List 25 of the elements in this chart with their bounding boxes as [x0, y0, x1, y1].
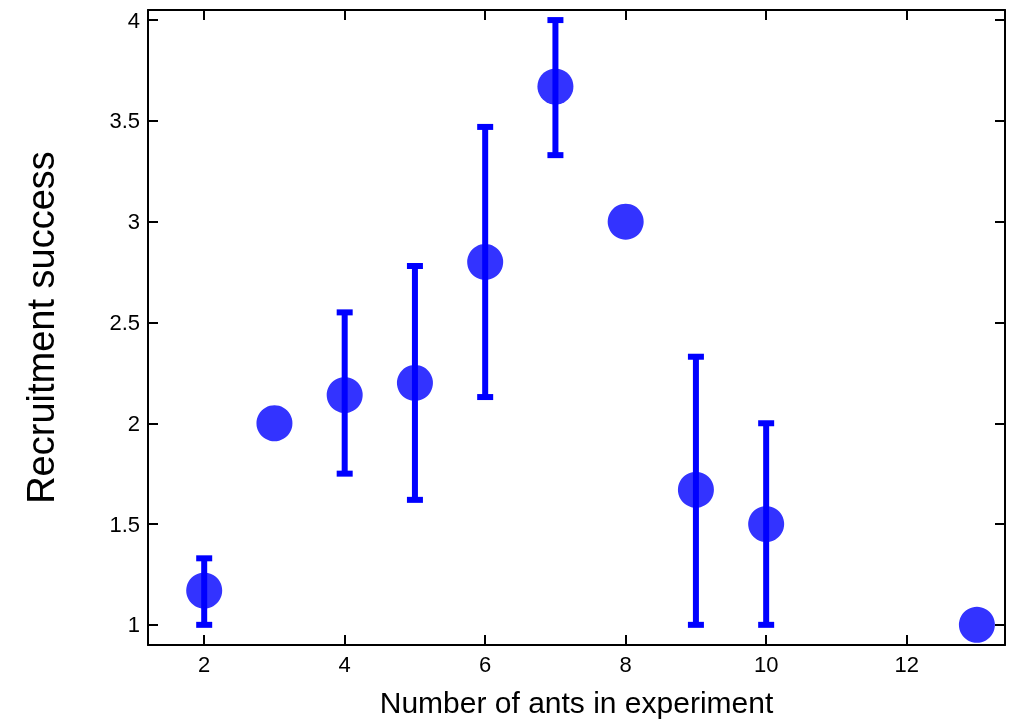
point [186, 572, 223, 609]
point [256, 405, 293, 442]
y-tick-label: 1.5 [109, 511, 140, 537]
point [396, 364, 433, 401]
x-tick-label: 8 [619, 651, 632, 677]
point [326, 377, 363, 414]
x-tick-label: 2 [198, 651, 211, 677]
point [607, 203, 644, 240]
y-axis-title: Recruitment success [20, 151, 62, 504]
y-tick-label: 3 [127, 209, 140, 235]
y-tick-label: 1 [127, 612, 140, 638]
x-tick-label: 6 [479, 651, 492, 677]
point [467, 243, 504, 280]
x-tick-label: 4 [338, 651, 351, 677]
point [958, 606, 995, 643]
x-tick-label: 12 [894, 651, 919, 677]
x-axis-title: Number of ants in experiment [379, 685, 774, 719]
x-tick-label: 10 [753, 651, 779, 677]
y-tick-label: 3.5 [109, 108, 140, 134]
y-tick-label: 2 [127, 410, 140, 436]
point [748, 506, 785, 543]
y-tick-label: 2.5 [109, 309, 140, 335]
point [537, 68, 574, 105]
point [677, 471, 714, 508]
y-tick-label: 4 [127, 7, 140, 33]
